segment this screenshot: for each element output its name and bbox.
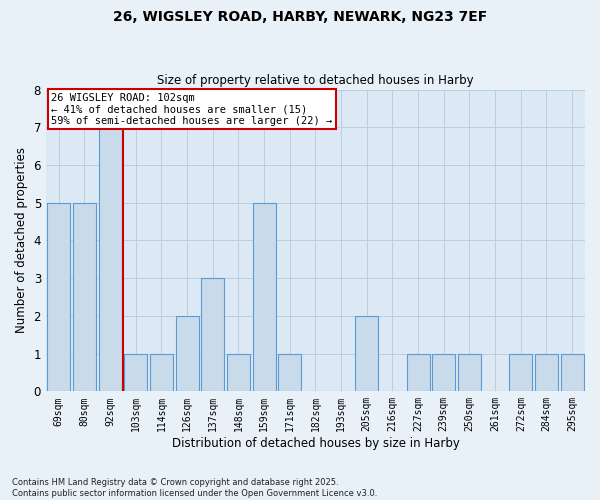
Bar [176, 316, 199, 392]
Bar [98, 128, 122, 392]
Title: Size of property relative to detached houses in Harby: Size of property relative to detached ho… [157, 74, 474, 87]
Text: Contains HM Land Registry data © Crown copyright and database right 2025.
Contai: Contains HM Land Registry data © Crown c… [12, 478, 377, 498]
Bar [278, 354, 301, 392]
Bar [509, 354, 532, 392]
Text: 26, WIGSLEY ROAD, HARBY, NEWARK, NG23 7EF: 26, WIGSLEY ROAD, HARBY, NEWARK, NG23 7E… [113, 10, 487, 24]
Bar [432, 354, 455, 392]
Bar [201, 278, 224, 392]
Bar [47, 202, 70, 392]
Bar [355, 316, 379, 392]
Bar [560, 354, 584, 392]
Bar [407, 354, 430, 392]
Y-axis label: Number of detached properties: Number of detached properties [15, 148, 28, 334]
Bar [458, 354, 481, 392]
Bar [73, 202, 96, 392]
Bar [535, 354, 558, 392]
Bar [227, 354, 250, 392]
Text: 26 WIGSLEY ROAD: 102sqm
← 41% of detached houses are smaller (15)
59% of semi-de: 26 WIGSLEY ROAD: 102sqm ← 41% of detache… [52, 92, 332, 126]
Bar [150, 354, 173, 392]
X-axis label: Distribution of detached houses by size in Harby: Distribution of detached houses by size … [172, 437, 460, 450]
Bar [124, 354, 148, 392]
Bar [253, 202, 275, 392]
